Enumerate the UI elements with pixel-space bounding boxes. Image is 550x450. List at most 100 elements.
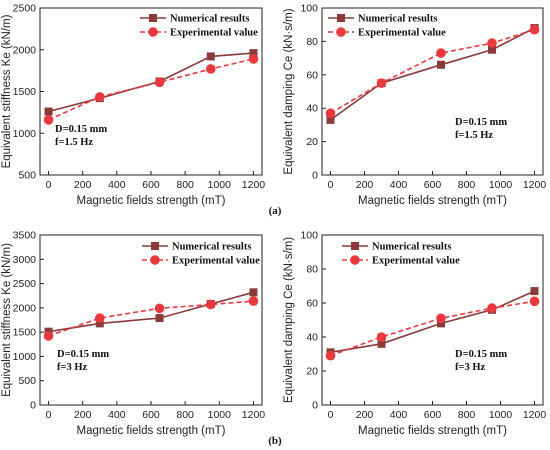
x-tick-label: 600: [142, 409, 160, 421]
legend-label: Numerical results: [358, 14, 437, 25]
chart-panel-4: 0 200 400 600 800 1000 1200 0 20 40 60 80 100 Magneti…: [283, 230, 546, 438]
y-axis-label: Equivalent damping Ce (kN·s/m): [283, 237, 295, 403]
x-tick-label: 1000: [208, 409, 232, 421]
x-axis-label: Magnetic fields strength (mT): [77, 425, 226, 437]
x-tick-label: 200: [356, 409, 374, 421]
experimental-data-point: [154, 77, 165, 88]
panel-label-b: (b): [268, 435, 282, 447]
experimental-data-point: [487, 38, 497, 48]
condition-annotation: D=0.15 mm: [455, 349, 507, 360]
chart-panel-3: 0 200 400 600 800 1000 1200 0 500 1000 1500 2000 250…: [1, 230, 265, 438]
x-tick-label: 0: [46, 409, 52, 421]
numerical-series-line: [330, 27, 535, 121]
experimental-data-point: [325, 350, 336, 361]
condition-annotation: f=3 Hz: [455, 362, 486, 373]
numerical-data-point: [155, 314, 164, 323]
legend-label: Experimental value: [172, 256, 260, 267]
legend-label: Experimental value: [170, 28, 258, 39]
y-tick-label: 0: [30, 400, 36, 412]
numerical-data-point: [437, 319, 445, 328]
experimental-data-point: [94, 92, 105, 102]
legend-circle-marker: [336, 27, 346, 37]
legend-circle-marker: [350, 255, 360, 265]
x-tick-label: 1000: [489, 179, 513, 191]
y-tick-label: 0: [312, 170, 318, 182]
experimental-series-line: [330, 28, 535, 114]
experimental-data-point: [43, 115, 54, 125]
x-axis-label: Magnetic fields strength (mT): [358, 195, 507, 207]
y-tick-label: 80: [306, 264, 318, 276]
x-tick-label: 200: [74, 409, 92, 421]
condition-annotation: D=0.15 mm: [455, 117, 507, 128]
panel-label-a: (a): [269, 205, 282, 217]
y-tick-label: 1500: [13, 327, 37, 339]
x-tick-label: 1200: [242, 179, 266, 191]
numerical-data-point: [249, 288, 258, 297]
x-tick-label: 400: [390, 179, 408, 191]
y-tick-label: 100: [300, 3, 318, 15]
y-tick-label: 1500: [13, 86, 37, 98]
condition-annotation: f=1.5 Hz: [455, 130, 493, 141]
legend-circle-marker: [148, 27, 158, 37]
legend-square-marker: [337, 14, 345, 22]
y-tick-label: 20: [306, 136, 318, 148]
y-tick-label: 80: [306, 36, 318, 48]
y-tick-label: 500: [18, 375, 36, 387]
x-tick-label: 1200: [523, 179, 547, 191]
legend-label: Numerical results: [170, 14, 249, 25]
numerical-data-point: [488, 45, 496, 54]
numerical-data-point: [437, 60, 445, 69]
x-tick-label: 800: [458, 409, 476, 421]
y-tick-label: 500: [18, 170, 36, 182]
x-tick-label: 1000: [489, 409, 513, 421]
experimental-data-point: [43, 331, 54, 341]
experimental-data-point: [205, 64, 216, 74]
x-tick-label: 400: [390, 409, 408, 421]
legend-circle-marker: [150, 255, 160, 265]
x-tick-label: 1200: [242, 409, 266, 421]
numerical-data-point: [44, 107, 53, 116]
numerical-series-line: [48, 52, 254, 113]
experimental-data-point: [436, 48, 446, 58]
experimental-data-point: [325, 108, 336, 119]
experimental-data-point: [376, 332, 387, 342]
y-axis-label: Equivalent stiffness Ke (kN/m): [1, 243, 13, 397]
legend-square-marker: [351, 242, 359, 250]
numerical-data-point: [95, 319, 104, 328]
experimental-series-line: [48, 58, 254, 121]
numerical-data-point: [530, 287, 539, 296]
experimental-data-point: [529, 296, 540, 307]
legend-label: Experimental value: [372, 256, 460, 267]
legend-label: Experimental value: [358, 28, 446, 39]
y-tick-label: 2000: [13, 44, 37, 56]
chart-panel-2: 0 200 400 600 800 1000 1200 0 20 40 60 80 100 Magneti…: [283, 3, 546, 208]
x-tick-label: 1000: [208, 179, 232, 191]
legend-square-marker: [149, 14, 157, 22]
condition-annotation: D=0.15 mm: [55, 124, 107, 135]
condition-annotation: f=1.5 Hz: [55, 137, 93, 148]
experimental-data-point: [376, 78, 387, 88]
y-tick-label: 20: [306, 366, 318, 378]
y-tick-label: 1000: [13, 128, 37, 140]
y-tick-label: 2500: [13, 278, 37, 290]
y-axis-label: Equivalent stiffness Ke (kN/m): [1, 14, 13, 168]
numerical-data-point: [377, 339, 386, 348]
numerical-data-point: [326, 115, 335, 124]
legend-square-marker: [151, 242, 159, 250]
x-tick-label: 800: [176, 179, 194, 191]
x-tick-label: 1200: [523, 409, 547, 421]
x-tick-label: 200: [74, 179, 92, 191]
y-tick-label: 60: [306, 298, 318, 310]
y-tick-label: 1000: [13, 351, 37, 363]
x-tick-label: 0: [328, 409, 334, 421]
x-tick-label: 800: [458, 179, 476, 191]
experimental-data-point: [487, 303, 497, 313]
numerical-data-point: [206, 52, 215, 61]
y-tick-label: 40: [306, 103, 318, 115]
y-tick-label: 3500: [13, 230, 37, 242]
x-tick-label: 600: [424, 409, 442, 421]
y-tick-label: 40: [306, 332, 318, 344]
x-tick-label: 400: [108, 409, 126, 421]
experimental-data-point: [205, 299, 216, 310]
